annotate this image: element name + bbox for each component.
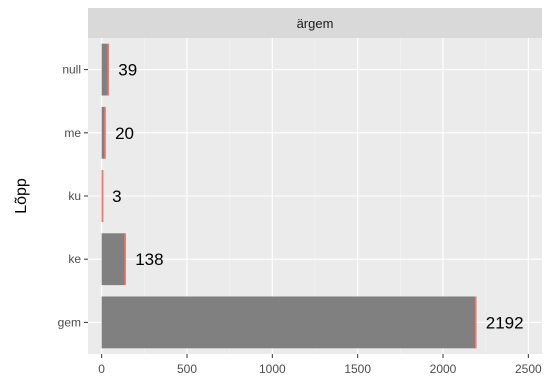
x-tick-label: 500: [177, 362, 197, 376]
y-tick-label-ke: ke: [68, 252, 81, 266]
bar-null: [101, 43, 109, 96]
bar-me: [101, 106, 106, 159]
x-axis: 0 500 1000 1500 2000 2500: [98, 354, 542, 376]
x-tick-label: 1500: [344, 362, 371, 376]
data-labels: 39 20 3 138 2192: [112, 61, 523, 333]
y-axis-title: Lõpp: [13, 178, 30, 214]
y-tick-label-gem: gem: [58, 315, 81, 329]
x-tick-label: 1000: [259, 362, 286, 376]
bar-ke: [101, 233, 126, 286]
y-tick-label-ku: ku: [68, 189, 81, 203]
x-tick-label: 2500: [515, 362, 542, 376]
bars: [101, 43, 477, 349]
x-tick-label: 2000: [430, 362, 457, 376]
y-tick-label-null: null: [62, 63, 81, 77]
data-label-gem: 2192: [486, 313, 524, 332]
facet-strip: [88, 8, 542, 38]
data-label-ke: 138: [135, 250, 163, 269]
facet-strip-label: ärgem: [297, 16, 334, 31]
data-label-me: 20: [115, 124, 134, 143]
y-axis: null me ku ke gem: [58, 63, 88, 329]
data-label-ku: 3: [112, 187, 121, 206]
y-tick-label-me: me: [64, 126, 81, 140]
x-tick-label: 0: [98, 362, 105, 376]
data-label-null: 39: [118, 61, 137, 80]
bar-gem: [101, 296, 476, 349]
